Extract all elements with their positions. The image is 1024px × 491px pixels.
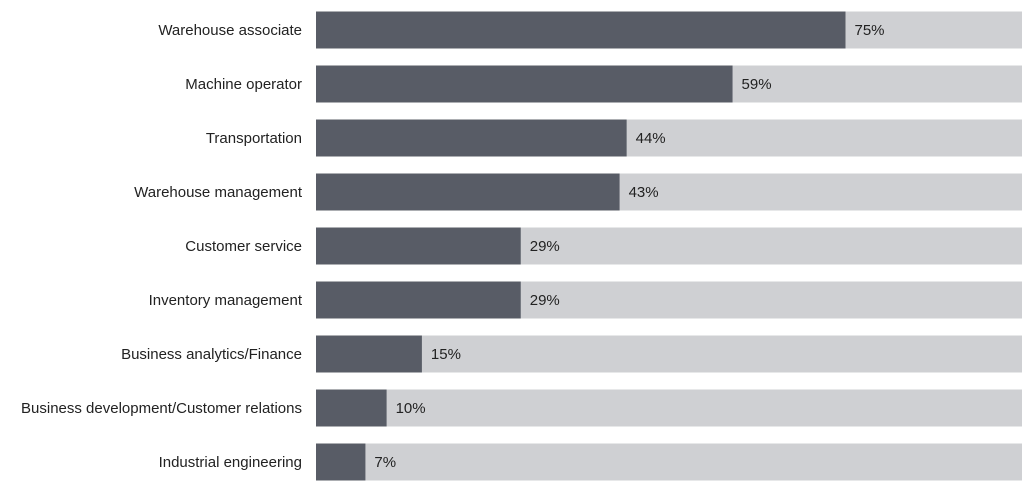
category-label: Transportation [206, 130, 302, 147]
track [316, 335, 1022, 373]
bar [316, 173, 620, 211]
category-label: Warehouse management [134, 184, 303, 201]
value-label: 29% [530, 292, 560, 309]
bar [316, 227, 521, 265]
value-label: 7% [374, 454, 396, 471]
value-label: 15% [431, 346, 461, 363]
track [316, 389, 1022, 427]
track [316, 443, 1022, 481]
category-label: Business development/Customer relations [21, 400, 302, 417]
bar [316, 335, 422, 373]
value-label: 29% [530, 238, 560, 255]
category-label: Warehouse associate [158, 22, 302, 39]
category-label: Inventory management [149, 292, 303, 309]
bar [316, 389, 387, 427]
value-label: 10% [396, 400, 426, 417]
value-label: 59% [742, 76, 772, 93]
bar [316, 11, 846, 49]
value-label: 43% [629, 184, 659, 201]
value-label: 75% [855, 22, 885, 39]
value-label: 44% [636, 130, 666, 147]
category-label: Business analytics/Finance [121, 346, 302, 363]
bar [316, 65, 733, 103]
category-label: Machine operator [185, 76, 302, 93]
category-label: Industrial engineering [159, 454, 302, 471]
bar [316, 281, 521, 319]
bar [316, 119, 627, 157]
category-label: Customer service [185, 238, 302, 255]
bar [316, 443, 366, 481]
